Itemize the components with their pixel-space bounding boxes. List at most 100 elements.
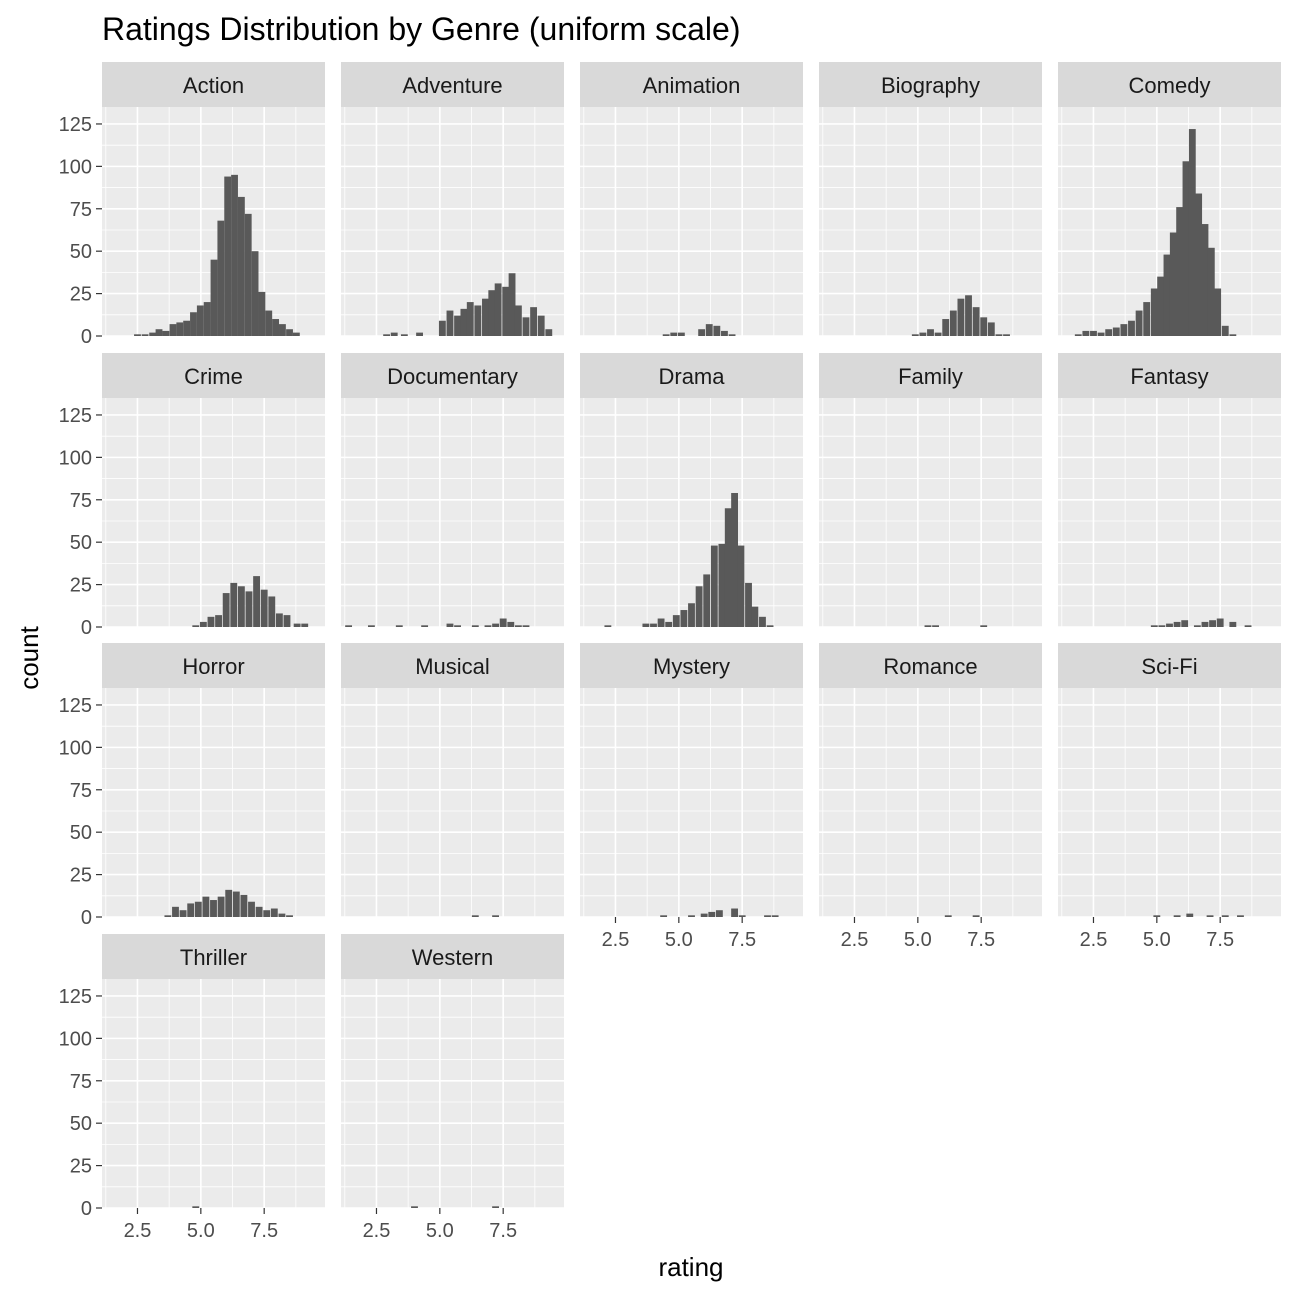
histogram-bar: [1188, 129, 1196, 336]
histogram-bar: [265, 310, 273, 336]
histogram-bar: [919, 332, 927, 336]
histogram-bar: [367, 625, 375, 627]
histogram-bar: [738, 915, 746, 917]
histogram-bar: [438, 320, 446, 336]
histogram-bar: [237, 586, 245, 627]
histogram-bar: [279, 324, 286, 336]
histogram-bar: [471, 915, 479, 917]
histogram-bar: [672, 615, 680, 627]
histogram-bar: [268, 596, 276, 627]
histogram-bar: [1105, 329, 1113, 336]
histogram-bar: [1186, 913, 1194, 917]
histogram-bar: [1173, 621, 1181, 627]
histogram-bar: [1135, 310, 1143, 336]
histogram-bar: [642, 623, 650, 627]
histogram-bar: [217, 220, 225, 336]
histogram-bar: [1097, 332, 1105, 336]
facet-panel-drama: Drama: [580, 353, 803, 628]
histogram-bar: [934, 332, 942, 336]
histogram-bar: [230, 582, 238, 627]
facet-strip: [102, 643, 325, 688]
histogram-bar: [1150, 625, 1158, 627]
histogram-bar: [1176, 207, 1184, 336]
histogram-bar: [1207, 247, 1215, 336]
facet-panel-horror: Horror 0 25 50 75 100 125: [59, 643, 325, 929]
panel-background: [102, 688, 325, 917]
histogram-bar: [728, 334, 736, 336]
histogram-bar: [1169, 232, 1177, 336]
y-tick-label: 100: [59, 737, 92, 759]
histogram-bar: [172, 906, 179, 917]
histogram-bar: [1195, 193, 1203, 336]
panel-background: [102, 979, 325, 1208]
y-tick-label: 125: [59, 405, 92, 427]
facet-strip-label: Western: [412, 945, 494, 970]
histogram-bar: [1082, 330, 1090, 336]
histogram-bar: [771, 915, 779, 917]
histogram-bar: [169, 324, 177, 336]
facet-strip: [341, 353, 564, 398]
facet-panel-fantasy: Fantasy: [1058, 353, 1281, 628]
histogram-bar: [924, 625, 932, 627]
y-tick-label: 125: [59, 986, 92, 1008]
y-tick-label: 25: [70, 865, 92, 887]
histogram-bar: [492, 623, 500, 627]
histogram-bar: [688, 915, 695, 917]
x-tick-label: 2.5: [363, 1220, 391, 1242]
histogram-bar: [390, 332, 398, 336]
histogram-bar: [454, 315, 461, 336]
histogram-bar: [751, 606, 759, 627]
histogram-bar: [710, 545, 718, 627]
y-tick-label: 0: [81, 907, 92, 929]
facet-strip-label: Documentary: [387, 364, 518, 389]
histogram-bar: [1003, 334, 1010, 336]
histogram-bar: [530, 307, 538, 336]
histogram-bar: [1090, 330, 1097, 336]
histogram-bar: [766, 625, 774, 627]
histogram-bar: [537, 315, 545, 336]
y-tick-label: 0: [81, 326, 92, 348]
histogram-bar: [657, 618, 665, 627]
panel-background: [819, 107, 1042, 336]
facet-strip: [102, 62, 325, 107]
histogram-bar: [248, 901, 255, 917]
histogram-bar: [718, 543, 726, 627]
histogram-bar: [494, 283, 502, 336]
panel-background: [580, 107, 803, 336]
facet-panels: Action 0 25 50 75 100 125 Adventure Animation Bio…: [59, 62, 1281, 1242]
histogram-bar: [1128, 320, 1135, 336]
facet-strip-label: Animation: [643, 73, 741, 98]
histogram-bar: [1163, 254, 1171, 336]
histogram-bar: [972, 915, 980, 917]
histogram-bar: [164, 915, 172, 917]
histogram-bar: [286, 915, 293, 917]
facet-strip-label: Horror: [182, 654, 244, 679]
histogram-bar: [187, 903, 195, 917]
facet-panel-documentary: Documentary: [341, 353, 564, 628]
histogram-bar: [222, 593, 230, 627]
histogram-bar: [183, 320, 191, 336]
y-tick-label: 100: [59, 447, 92, 469]
histogram-bar: [660, 915, 668, 917]
histogram-bar: [210, 900, 217, 917]
y-tick-label: 50: [70, 241, 92, 263]
histogram-bar: [1173, 915, 1181, 917]
histogram-bar: [705, 324, 713, 336]
histogram-bar: [911, 334, 919, 336]
facet-strip: [1058, 353, 1281, 398]
histogram-bar: [454, 625, 461, 627]
histogram-bar: [1143, 302, 1151, 336]
histogram-bar: [207, 616, 215, 627]
histogram-bar: [987, 322, 995, 336]
histogram-bar: [759, 616, 766, 627]
y-axis-title: count: [14, 625, 44, 689]
histogram-bar: [196, 305, 204, 336]
histogram-bar: [708, 911, 716, 917]
histogram-bar: [502, 286, 510, 336]
histogram-bar: [1201, 621, 1209, 627]
histogram-bar: [263, 910, 271, 917]
histogram-bar: [942, 319, 950, 336]
histogram-bar: [251, 251, 259, 336]
histogram-bar: [283, 615, 291, 627]
